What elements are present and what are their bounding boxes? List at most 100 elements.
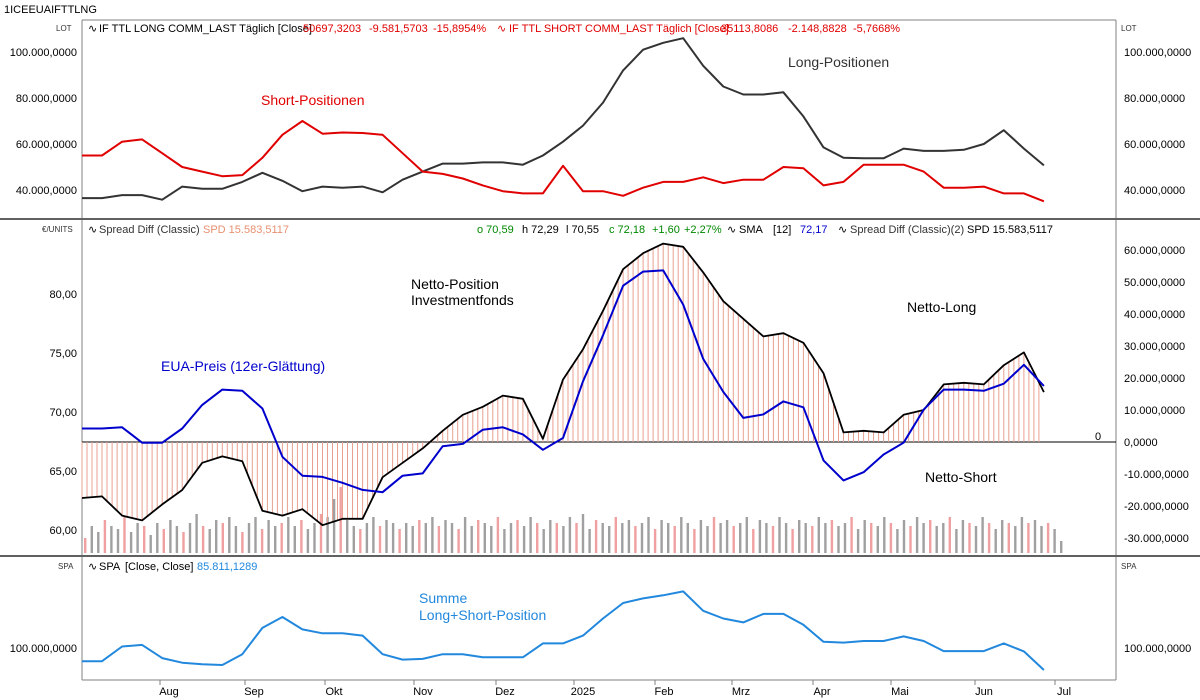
bottom-legend-icon: ∿ (88, 561, 97, 573)
volume-bar (955, 529, 958, 553)
volume-bar (195, 514, 198, 553)
bottom-tick-left: 100.000,0000 (10, 643, 77, 655)
volume-bar (719, 523, 722, 553)
volume-bar (1027, 523, 1030, 553)
volume-bar (175, 526, 179, 553)
zero-label: 0 (1095, 431, 1101, 443)
middle-legend-pct: +2,27% (684, 224, 722, 236)
middle-legend: ∿ Spread Diff (Classic) SPD 15.583,5117 … (88, 224, 1053, 236)
volume-bar (522, 526, 526, 553)
bottom-unit-right: SPA (1121, 562, 1137, 571)
middle-tick-left: 70,00 (49, 407, 77, 419)
volume-bar (136, 523, 139, 553)
volume-bar (640, 523, 644, 553)
x-tick-label: Feb (655, 686, 674, 698)
volume-bar (850, 517, 853, 553)
top-legend-long-value: 50697,3203 (303, 23, 361, 35)
volume-bar (418, 520, 421, 553)
volume-bar (902, 520, 906, 553)
volume-bar (922, 523, 925, 553)
x-tick-label: Okt (325, 686, 342, 698)
volume-bar (385, 520, 388, 553)
volume-bar (90, 526, 93, 553)
volume-bar (588, 529, 591, 553)
volume-bar (653, 529, 657, 553)
middle-tick-left: 60,00 (49, 525, 77, 537)
annotation-sum: Summe (419, 590, 467, 606)
volume-bar (961, 520, 965, 553)
middle-legend-spd2: SPD 15.583,5117 (967, 224, 1053, 236)
x-tick-label: Mrz (732, 686, 750, 698)
symbol-title: 1ICEEUAIFTTLNG (4, 4, 97, 16)
volume-bar (791, 529, 794, 553)
volume-bar (352, 526, 355, 553)
bottom-unit-left: SPA (58, 562, 74, 571)
volume-bar (1053, 529, 1056, 553)
volume-bar (490, 526, 493, 553)
top-legend-long-icon: ∿ (88, 23, 97, 35)
volume-bar (1014, 526, 1017, 553)
volume-bar (824, 523, 827, 553)
volume-bar (562, 526, 565, 553)
volume-bar (614, 517, 617, 553)
x-tick-label: Nov (413, 686, 433, 698)
volume-bars (84, 487, 1063, 553)
volume-bar (935, 526, 938, 553)
annotation-short-positions: Short-Positionen (261, 92, 365, 108)
volume-bar (706, 526, 709, 553)
top-y-ticks-right: 100.000,0000 80.000,0000 60.000,0000 40.… (1124, 47, 1191, 197)
volume-bar (739, 523, 742, 553)
top-legend-long-pct: -15,8954% (433, 23, 486, 35)
volume-bar (313, 523, 316, 553)
volume-bar (712, 517, 716, 553)
top-legend-long-change: -9.581,5703 (369, 23, 428, 35)
volume-bar (110, 526, 113, 553)
volume-bar (798, 520, 801, 553)
annotation-net-long: Netto-Long (907, 299, 976, 315)
volume-bar (758, 520, 762, 553)
volume-bar (378, 526, 382, 553)
volume-bar (686, 523, 689, 553)
top-legend-short-icon: ∿ (497, 23, 506, 35)
middle-legend-change: +1,60 (652, 224, 680, 236)
volume-bar (1040, 526, 1043, 553)
middle-legend-high: h 72,29 (522, 224, 559, 236)
volume-bar (784, 523, 788, 553)
volume-bar (129, 532, 133, 553)
volume-bar (169, 520, 172, 553)
volume-bar (981, 517, 984, 553)
volume-bar (594, 520, 598, 553)
volume-bar (732, 526, 735, 553)
volume-bar (555, 523, 558, 553)
volume-bar (915, 517, 919, 553)
volume-bar (116, 529, 120, 553)
volume-bar (306, 529, 310, 553)
panel-frames (0, 19, 1200, 681)
volume-bar (634, 526, 637, 553)
annotation-long-short-sum: Long+Short-Position (419, 607, 546, 623)
volume-bar (745, 517, 748, 553)
volume-bar (876, 526, 879, 553)
bottom-tick-right: 100.000,0000 (1124, 643, 1191, 655)
bottom-legend-params: [Close, Close] (125, 561, 193, 573)
volume-bar (280, 523, 283, 553)
volume-bar (483, 523, 486, 553)
top-tick-left: 80.000,0000 (16, 93, 77, 105)
volume-bar (201, 526, 205, 553)
volume-bar (883, 517, 886, 553)
bottom-legend-name: SPA (99, 561, 121, 573)
x-tick-label: Aug (159, 686, 179, 698)
volume-bar (994, 529, 997, 553)
annotation-eua-price: EUA-Preis (12er-Glättung) (161, 358, 325, 374)
volume-bar (424, 523, 427, 553)
volume-bar (804, 523, 807, 553)
volume-bar (123, 517, 126, 553)
volume-bar (398, 529, 401, 553)
top-legend-short-value: 35113,8086 (721, 23, 778, 35)
middle-tick-left: 75,00 (49, 348, 77, 360)
x-tick-label: Apr (813, 686, 830, 698)
volume-bar (929, 520, 932, 553)
x-tick-label: Mai (891, 686, 909, 698)
volume-bar (97, 532, 100, 553)
